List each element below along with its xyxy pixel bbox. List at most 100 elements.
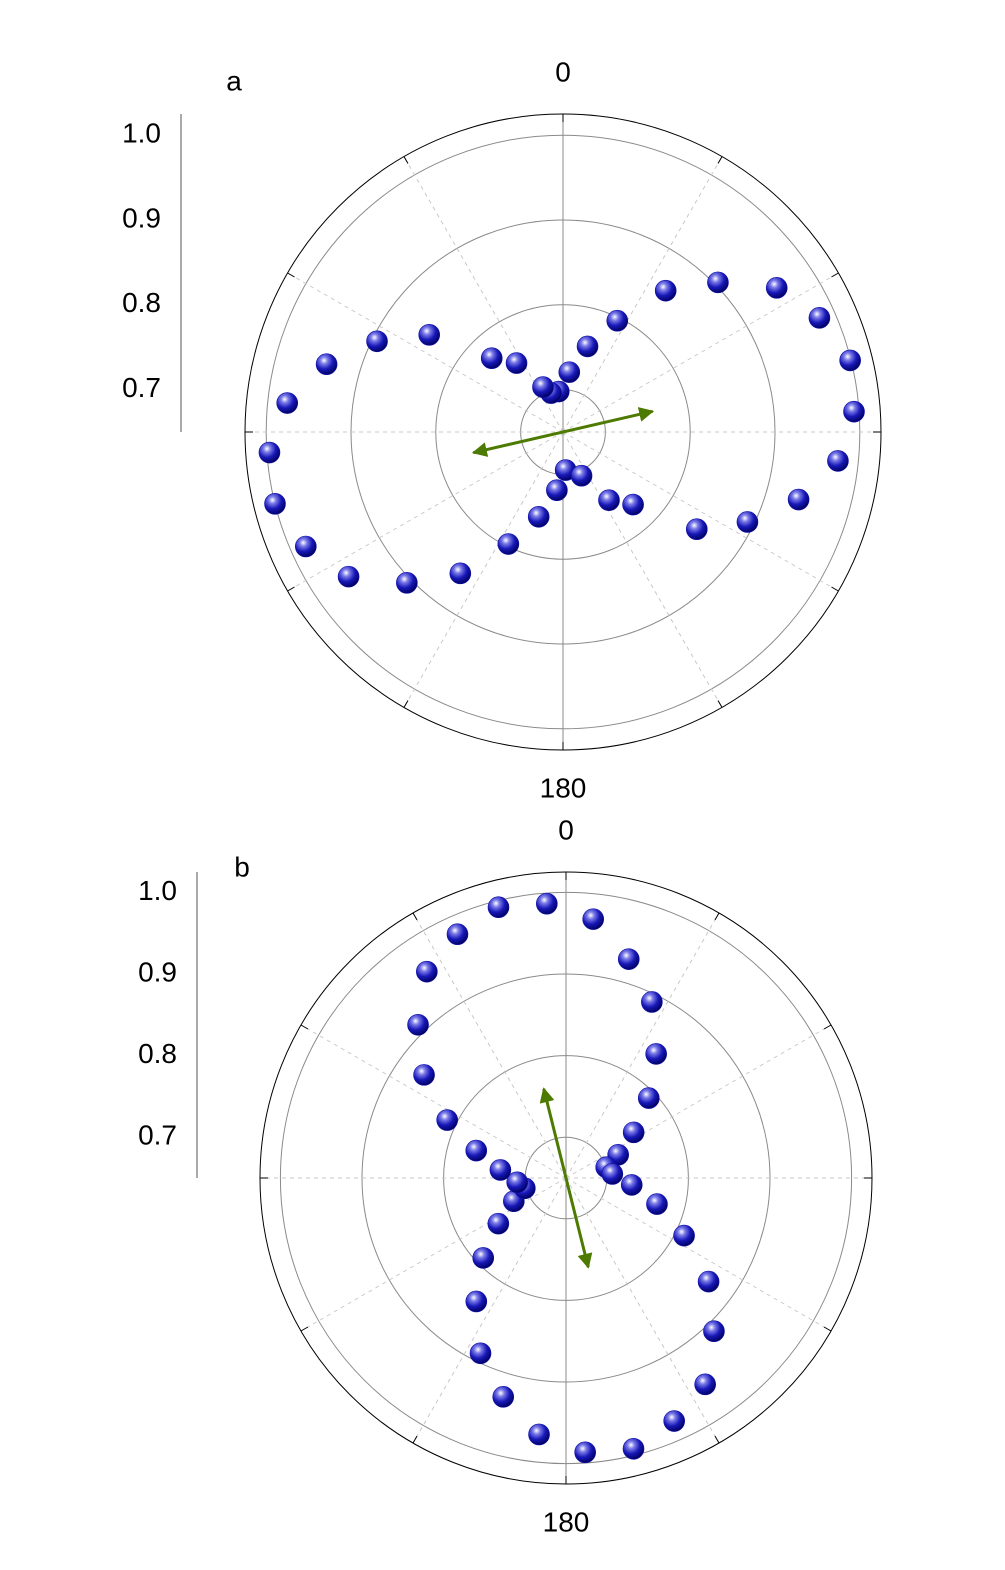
r-tick-label: 0.9 — [122, 202, 161, 233]
data-point — [622, 1121, 645, 1144]
data-point — [646, 1193, 668, 1215]
angular-tick — [403, 700, 409, 708]
angular-grid-line — [562, 156, 723, 433]
data-point — [598, 489, 620, 511]
data-point — [673, 1224, 695, 1247]
polar-panel: a 0.7 0.8 0.9 1.0 0 180 — [122, 56, 882, 803]
angular-grid-line — [403, 431, 564, 708]
data-point — [446, 923, 469, 946]
angular-tick — [714, 912, 720, 921]
r-tick-label: 1.0 — [122, 118, 161, 149]
angular-tick — [300, 1326, 309, 1332]
data-point — [536, 892, 558, 915]
data-point — [527, 505, 550, 528]
data-point — [487, 1212, 510, 1235]
data-point — [736, 511, 759, 533]
angular-tick — [287, 586, 295, 592]
angular-grid-line — [565, 1177, 720, 1444]
data-point — [528, 1423, 550, 1446]
data-point — [416, 960, 438, 983]
data-point — [787, 488, 810, 511]
data-point — [337, 565, 360, 588]
data-point — [808, 307, 831, 329]
data-point — [645, 1043, 667, 1065]
angular-tick — [823, 1326, 832, 1332]
data-point — [295, 535, 317, 558]
theta-tick-label: 0 — [555, 56, 571, 87]
data-point — [694, 1373, 716, 1396]
angular-grid-line — [565, 1177, 832, 1332]
data-point — [489, 1159, 512, 1181]
angular-grid-line — [287, 272, 564, 433]
panel-label: a — [226, 65, 242, 96]
polar-panel: b 0.7 0.8 0.9 1.0 0 180 — [138, 814, 873, 1537]
data-point — [449, 562, 472, 585]
angular-tick — [831, 272, 839, 278]
data-point — [637, 1087, 660, 1109]
angular-grid-line — [562, 431, 839, 592]
data-point — [703, 1320, 725, 1343]
r-tick-label: 1.0 — [138, 875, 177, 906]
data-point — [574, 1441, 596, 1464]
data-point — [827, 450, 849, 472]
data-point — [465, 1290, 488, 1313]
angular-tick — [714, 1435, 720, 1444]
data-point — [418, 324, 441, 346]
theta-tick-label: 180 — [540, 772, 587, 803]
angular-tick — [412, 1435, 418, 1444]
direction-arrow — [539, 1087, 593, 1269]
data-point — [570, 464, 593, 487]
data-point — [765, 277, 788, 299]
data-point — [558, 361, 581, 383]
data-point — [396, 572, 418, 594]
r-tick-label: 0.7 — [138, 1120, 177, 1151]
data-point — [264, 493, 286, 515]
data-point — [641, 991, 663, 1013]
data-point — [505, 352, 528, 374]
angular-grid-line — [565, 1024, 832, 1179]
panel-label: b — [234, 851, 250, 882]
data-point — [654, 279, 677, 302]
r-tick-label: 0.8 — [138, 1038, 177, 1069]
r-tick-label: 0.9 — [138, 956, 177, 987]
data-point — [606, 309, 629, 332]
data-point — [843, 400, 865, 423]
data-point — [472, 1247, 495, 1269]
data-point — [685, 518, 708, 540]
data-point — [620, 1174, 643, 1196]
theta-tick-label: 0 — [558, 814, 574, 845]
data-point — [839, 349, 861, 372]
data-point — [532, 376, 554, 398]
data-point — [576, 335, 599, 358]
data-point — [315, 353, 338, 376]
angular-grid-line — [562, 272, 839, 433]
angular-grid-line — [300, 1024, 567, 1179]
data-point — [506, 1171, 529, 1194]
angular-tick — [300, 1024, 309, 1030]
angular-tick — [717, 700, 723, 708]
angular-tick — [412, 912, 418, 921]
data-point — [258, 441, 281, 464]
data-point — [497, 533, 520, 555]
data-point — [413, 1064, 435, 1086]
theta-tick-label: 180 — [543, 1506, 590, 1537]
data-point — [582, 908, 605, 930]
angular-grid-line — [403, 156, 564, 433]
angular-grid-line — [562, 431, 723, 708]
direction-arrow — [471, 407, 655, 457]
angular-tick — [403, 156, 409, 164]
data-point — [465, 1139, 488, 1162]
data-point — [469, 1342, 492, 1365]
data-point — [366, 330, 388, 353]
data-point — [436, 1109, 458, 1131]
data-point — [617, 948, 640, 970]
data-point — [492, 1386, 515, 1408]
angular-tick — [823, 1024, 832, 1030]
outer-boundary — [244, 113, 882, 751]
outer-boundary — [259, 871, 873, 1485]
data-point — [622, 1437, 645, 1460]
data-point — [487, 896, 510, 919]
data-point — [622, 493, 644, 516]
data-point — [707, 271, 729, 294]
